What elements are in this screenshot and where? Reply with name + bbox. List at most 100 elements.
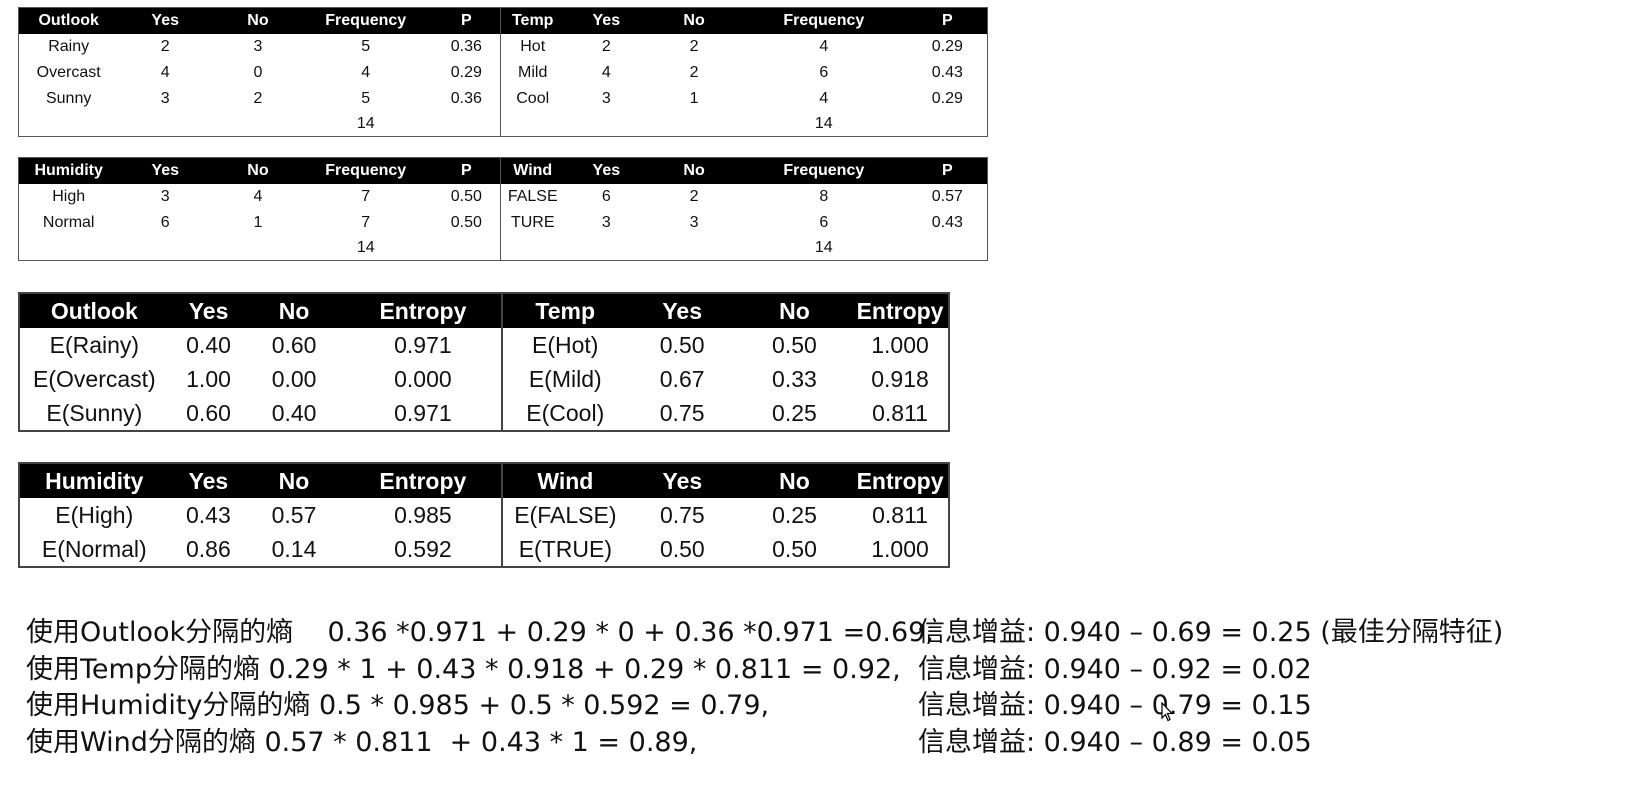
table-cell: Overcast [36, 64, 101, 81]
column-header: Yes [118, 157, 213, 184]
table-row: Normal 6 1 7 0.50 [19, 210, 506, 236]
table-cell: 2 [601, 38, 611, 55]
table-cell: E(Hot) [532, 331, 599, 358]
table-row: Overcast 4 0 4 0.29 [19, 60, 506, 86]
column-header: Yes [168, 463, 249, 498]
table-row: High 3 4 7 0.50 [19, 184, 506, 210]
column-header: No [248, 463, 340, 498]
table-cell: Mild [518, 64, 548, 81]
table-cell: 0.60 [271, 331, 317, 358]
table-cell: 3 [601, 90, 611, 107]
table-row: FALSE 6 2 8 0.57 [501, 184, 988, 210]
column-header: Yes [627, 463, 737, 498]
table-cell: 0.75 [659, 399, 705, 426]
table-cell: 0.29 [450, 64, 482, 81]
column-header: Outlook [18, 7, 119, 34]
table-cell: 5 [361, 38, 371, 55]
table-cell: Sunny [45, 90, 92, 107]
table-cell: 6 [601, 188, 611, 205]
column-header: Yes [564, 7, 649, 34]
column-header: Frequency [303, 157, 428, 184]
column-header: No [736, 463, 853, 498]
table-cell: Normal [42, 214, 95, 231]
humidity-frequency-table: Humidity Yes No Frequency P High 3 4 7 0… [18, 157, 506, 261]
table-row: E(FALSE) 0.75 0.25 0.811 [502, 498, 949, 532]
temp-frequency-table: Temp Yes No Frequency P Hot 2 2 4 0.29 M… [500, 7, 988, 137]
table-cell: 4 [361, 64, 371, 81]
table-cell: 0.75 [659, 501, 705, 528]
table-row: Sunny 3 2 5 0.36 [19, 86, 506, 112]
table-cell: 0.25 [772, 399, 817, 426]
column-header: P [427, 157, 506, 184]
column-header: Frequency [303, 7, 428, 34]
mouse-pointer-icon [1161, 702, 1173, 722]
total-row: 14 [501, 236, 988, 261]
frequency-total: 14 [814, 115, 833, 132]
table-cell: E(High) [55, 501, 134, 528]
information-gain: 信息增益: 0.940 – 0.92 = 0.02 [918, 653, 1312, 685]
entropy-formula: 使用Outlook分隔的熵 0.36 *0.971 + 0.29 * 0 + 0… [26, 617, 934, 648]
table-row: E(Cool) 0.75 0.25 0.811 [502, 396, 949, 431]
table-cell: 2 [160, 38, 170, 55]
column-header: P [427, 7, 506, 34]
table-cell: E(Overcast) [33, 365, 156, 392]
table-row: Cool 3 1 4 0.29 [501, 86, 988, 112]
table-cell: 0.00 [271, 365, 317, 392]
column-header: Yes [118, 7, 213, 34]
table-cell: 0.811 [872, 501, 928, 528]
column-header: Wind [500, 157, 565, 184]
table-row: Hot 2 2 4 0.29 [501, 34, 988, 60]
table-cell: 0.50 [772, 535, 817, 562]
table-row: E(Mild) 0.67 0.33 0.918 [502, 362, 949, 396]
table-cell: 5 [361, 90, 371, 107]
table-cell: High [52, 188, 86, 205]
information-gain: 信息增益: 0.940 – 0.79 = 0.15 [918, 690, 1312, 721]
information-gain: 信息增益: 0.940 – 0.69 = 0.25 (最佳分隔特征) [918, 617, 1504, 648]
table-cell: Rainy [48, 38, 90, 55]
table-cell: 3 [160, 188, 170, 205]
table-cell: E(Normal) [41, 535, 147, 562]
table-cell: 3 [689, 214, 699, 231]
table-cell: 0.57 [931, 188, 963, 205]
temp-entropy-table: Temp Yes No Entropy E(Hot) 0.50 0.50 1.0… [501, 292, 950, 432]
table-cell: 2 [689, 64, 699, 81]
table-row: E(Overcast) 1.00 0.00 0.000 [19, 362, 507, 396]
column-header: Yes [627, 293, 737, 328]
frequency-total: 14 [356, 239, 375, 256]
column-header: No [212, 7, 304, 34]
table-cell: 2 [689, 38, 699, 55]
table-row: E(Hot) 0.50 0.50 1.000 [502, 328, 949, 362]
column-header: Humidity [18, 157, 119, 184]
frequency-total: 14 [814, 239, 833, 256]
column-header: Entropy [339, 293, 507, 328]
table-cell: 0.811 [872, 399, 928, 426]
total-row: 14 [501, 112, 988, 137]
column-header: No [248, 293, 340, 328]
table-cell: TURE [510, 214, 555, 231]
column-header: P [907, 157, 988, 184]
table-cell: 0.971 [394, 331, 452, 358]
column-header: No [648, 7, 740, 34]
column-header: Entropy [852, 463, 949, 498]
table-row: Rainy 2 3 5 0.36 [19, 34, 506, 60]
table-cell: Hot [520, 38, 546, 55]
column-header: Humidity [19, 463, 169, 498]
column-header: P [907, 7, 988, 34]
table-cell: 0.50 [450, 214, 482, 231]
table-cell: E(Rainy) [49, 331, 140, 358]
frequency-total: 14 [356, 115, 375, 132]
table-cell: 0.50 [659, 535, 705, 562]
total-row: 14 [19, 112, 506, 137]
table-cell: 0.60 [186, 399, 231, 426]
table-cell: 2 [689, 188, 699, 205]
table-cell: 0.25 [772, 501, 817, 528]
table-cell: 0.86 [186, 535, 231, 562]
table-cell: 4 [160, 64, 170, 81]
outlook-entropy-table: Outlook Yes No Entropy E(Rainy) 0.40 0.6… [18, 292, 508, 432]
humidity-entropy-table: Humidity Yes No Entropy E(High) 0.43 0.5… [18, 462, 508, 568]
table-cell: 0.43 [186, 501, 231, 528]
column-header: Temp [500, 7, 565, 34]
table-cell: 4 [819, 90, 829, 107]
column-header: No [648, 157, 740, 184]
table-cell: 6 [819, 214, 829, 231]
